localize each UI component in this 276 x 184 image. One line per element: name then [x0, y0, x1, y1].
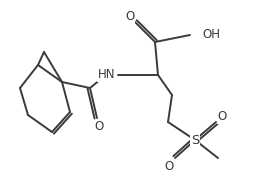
Text: S: S	[191, 134, 199, 146]
Text: O: O	[164, 160, 174, 173]
Text: O: O	[217, 111, 227, 123]
Text: HN: HN	[97, 68, 115, 82]
Text: O: O	[125, 10, 135, 24]
Text: O: O	[94, 121, 104, 134]
Text: OH: OH	[202, 29, 220, 42]
